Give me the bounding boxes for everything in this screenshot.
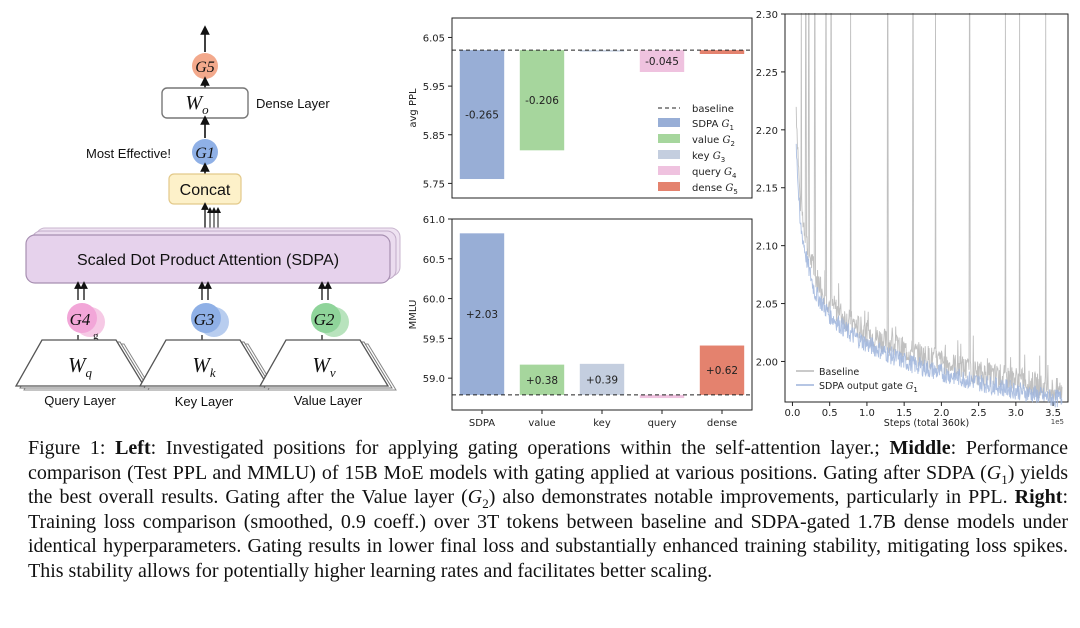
gate-g1-node xyxy=(192,139,218,165)
y-tick-label: 6.05 xyxy=(423,33,445,44)
y-tick-label: 61.0 xyxy=(423,215,445,226)
caption-left-heading: Left xyxy=(115,437,151,459)
y-tick-label: 2.10 xyxy=(756,242,778,253)
bar-value xyxy=(519,50,565,151)
legend-dense: dense G5 xyxy=(692,183,738,196)
ppl-bar-chart: 6.05 5.95 5.85 5.75 avg PPL -0.265 -0.206 -0.04… xyxy=(408,17,753,199)
value-layer-label: Value Layer xyxy=(294,393,363,408)
svg-text:Wo: Wo xyxy=(185,92,209,117)
most-effective-label: Most Effective! xyxy=(86,146,171,161)
x-tick-label: dense xyxy=(707,418,737,429)
gate-g4-node xyxy=(67,303,97,333)
y-tick-label: 2.20 xyxy=(756,126,778,137)
ppl-legend: baseline SDPA G1 value G2 key G3 query G4 den… xyxy=(658,104,738,196)
key-layer-block: Wk xyxy=(138,339,277,391)
x-tick-label: 2.0 xyxy=(933,408,949,419)
x-tick-label: 3.5 xyxy=(1045,408,1061,419)
bar-dense xyxy=(699,50,745,54)
gate-g2-node xyxy=(311,303,341,333)
stray-glyph: g xyxy=(93,330,99,342)
key-layer-label: Key Layer xyxy=(175,394,234,409)
x-tick-label: value xyxy=(528,418,555,429)
y-axis-label: MMLU xyxy=(408,300,419,330)
bar-key xyxy=(579,50,625,52)
query-layer-label: Query Layer xyxy=(44,393,116,408)
y-tick-label: 2.00 xyxy=(756,357,778,368)
svg-text:G3: G3 xyxy=(194,310,215,329)
plot-frame xyxy=(784,13,1069,403)
bar-value-label: -0.265 xyxy=(465,110,499,122)
legend-baseline: Baseline xyxy=(819,367,859,378)
caption-middle-heading: Middle xyxy=(889,437,951,459)
series-sdpa-gate xyxy=(795,143,1063,408)
gate-g5-label: G5 xyxy=(195,59,215,76)
attention-gating-diagram: G5 Wo Dense Layer G1 Most Effective! Con… xyxy=(14,25,401,409)
bar-value-label: +0.38 xyxy=(526,375,558,387)
bar-query xyxy=(639,50,685,72)
y-axis-label: avg PPL xyxy=(408,88,419,128)
svg-text:Wq: Wq xyxy=(68,353,93,380)
legend-sdpa-gate: SDPA output gate G1 xyxy=(819,381,918,394)
y-tick-label: 59.0 xyxy=(423,374,445,385)
bar-SDPA xyxy=(459,50,505,180)
y-tick-label: 2.05 xyxy=(756,300,778,311)
figure-number: Figure 1: xyxy=(28,437,106,459)
svg-text:Concat: Concat xyxy=(180,182,231,199)
legend-baseline: baseline xyxy=(692,104,734,115)
loss-legend: Baseline SDPA output gate G1 xyxy=(796,367,918,394)
x-tick-label: 2.5 xyxy=(971,408,987,419)
bar-dense xyxy=(699,345,745,395)
y-tick-label: 5.75 xyxy=(423,179,445,190)
svg-text:Wk: Wk xyxy=(192,353,216,380)
bar-value-label: -0.045 xyxy=(645,56,679,68)
y-tick-label: 5.85 xyxy=(423,131,445,142)
gate-g5-node xyxy=(192,53,218,79)
dense-layer-label: Dense Layer xyxy=(256,96,330,111)
bar-SDPA xyxy=(459,233,505,395)
bar-key xyxy=(579,363,625,395)
svg-text:Scaled Dot Product Attention (: Scaled Dot Product Attention (SDPA) xyxy=(77,252,339,269)
training-loss-chart: 2.30 2.25 2.20 2.15 2.10 2.05 2.00 0.0 0.5 1.0 1.5… xyxy=(756,0,1069,429)
bar-value-label: +0.39 xyxy=(586,374,618,386)
svg-text:G1: G1 xyxy=(195,145,215,162)
y-tick-label: 2.25 xyxy=(756,68,778,79)
x-tick-label: query xyxy=(648,418,677,429)
x-exponent: 1e5 xyxy=(1051,418,1064,426)
y-tick-label: 60.5 xyxy=(423,255,445,266)
legend-value: value G2 xyxy=(692,135,735,148)
bar-value xyxy=(519,364,565,395)
plot-frame xyxy=(451,17,753,199)
bar-value-label: +2.03 xyxy=(466,309,498,321)
series-baseline xyxy=(795,1,1063,402)
x-tick-label: 0.0 xyxy=(784,408,800,419)
bar-value-label: +0.62 xyxy=(706,365,738,377)
legend-query: query G4 xyxy=(692,167,737,180)
bar-value-label: -0.206 xyxy=(525,95,559,107)
mmlu-bar-chart: 61.0 60.5 60.0 59.5 59.0 MMLU +2.03 SDPA +0.38 va… xyxy=(408,215,753,429)
y-tick-label: 5.95 xyxy=(423,82,445,93)
legend-key: key G3 xyxy=(692,151,725,164)
y-tick-label: 2.30 xyxy=(756,10,778,21)
svg-text:G2: G2 xyxy=(314,310,335,329)
x-tick-label: key xyxy=(593,418,611,429)
svg-text:Wv: Wv xyxy=(312,353,336,380)
query-layer-block: Wq xyxy=(14,339,153,391)
value-layer-block: Wv xyxy=(258,339,397,391)
x-axis-label: Steps (total 360k) xyxy=(884,418,969,429)
figure-caption: Figure 1: Left: Investigated positions f… xyxy=(28,437,1069,582)
x-tick-label: 1.5 xyxy=(896,408,912,419)
x-tick-label: 1.0 xyxy=(859,408,875,419)
x-tick-label: SDPA xyxy=(469,418,495,429)
svg-text:G4: G4 xyxy=(70,310,91,329)
legend-SDPA: SDPA G1 xyxy=(692,119,734,132)
bar-query xyxy=(639,394,685,399)
y-tick-label: 60.0 xyxy=(423,295,445,306)
figure-1: G5 Wo Dense Layer G1 Most Effective! Con… xyxy=(14,0,1069,429)
x-tick-label: 0.5 xyxy=(822,408,838,419)
caption-right-heading: Right xyxy=(1014,486,1063,509)
y-tick-label: 2.15 xyxy=(756,184,778,195)
gate-g3-node xyxy=(191,303,221,333)
x-tick-label: 3.0 xyxy=(1008,408,1024,419)
y-tick-label: 59.5 xyxy=(423,334,445,345)
